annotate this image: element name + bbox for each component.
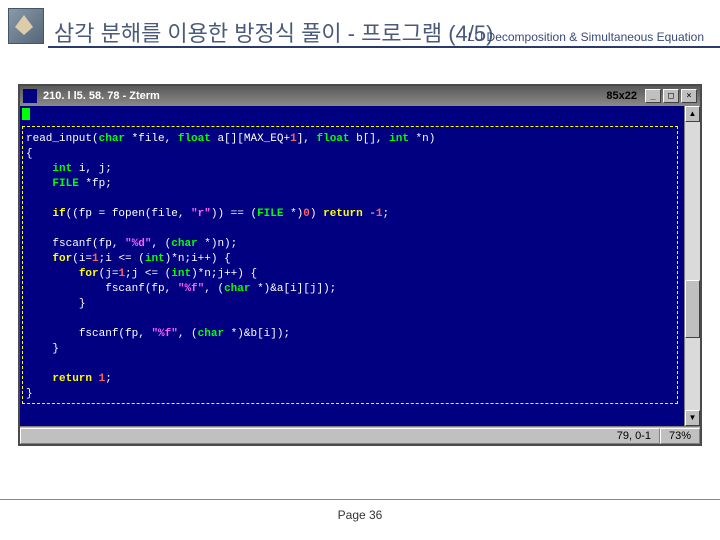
window-size-label: 85x22 (606, 90, 637, 102)
vertical-scrollbar[interactable]: ▲ ▼ (684, 106, 700, 426)
app-icon (23, 89, 37, 103)
status-percent: 73% (660, 428, 700, 444)
window-title: 210. l l5. 58. 78 - Zterm (41, 90, 606, 102)
maximize-button[interactable]: □ (663, 89, 679, 103)
scroll-thumb[interactable] (685, 280, 700, 338)
scroll-up-icon[interactable]: ▲ (685, 106, 700, 122)
scroll-down-icon[interactable]: ▼ (685, 410, 700, 426)
cursor-icon (22, 108, 30, 120)
slide-subtitle: LU Decomposition & Simultaneous Equation (468, 30, 704, 44)
terminal-window: 210. l l5. 58. 78 - Zterm 85x22 _ □ × re… (18, 84, 702, 446)
footer-rule (0, 499, 720, 500)
window-titlebar[interactable]: 210. l l5. 58. 78 - Zterm 85x22 _ □ × (20, 86, 700, 106)
status-bar: 79, 0-1 73% (20, 426, 700, 444)
slide-title: 삼각 분해를 이용한 방정식 풀이 - 프로그램 (4/5) (54, 16, 493, 48)
slide-header: 삼각 분해를 이용한 방정식 풀이 - 프로그램 (4/5) LU Decomp… (0, 0, 720, 48)
status-position: 79, 0-1 (20, 428, 660, 444)
page-number: Page 36 (0, 508, 720, 522)
code-block: read_input(char *file, float a[][MAX_EQ+… (26, 132, 678, 402)
terminal-body[interactable]: read_input(char *file, float a[][MAX_EQ+… (20, 106, 684, 426)
header-icon (8, 8, 44, 44)
close-button[interactable]: × (681, 89, 697, 103)
scroll-track[interactable] (685, 122, 700, 410)
header-rule (48, 46, 720, 48)
minimize-button[interactable]: _ (645, 89, 661, 103)
